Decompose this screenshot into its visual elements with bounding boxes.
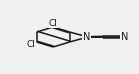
Text: N: N	[121, 32, 128, 42]
Text: S: S	[84, 32, 90, 42]
Text: Cl: Cl	[49, 19, 58, 28]
Text: N: N	[83, 32, 90, 42]
Text: Cl: Cl	[27, 40, 36, 49]
